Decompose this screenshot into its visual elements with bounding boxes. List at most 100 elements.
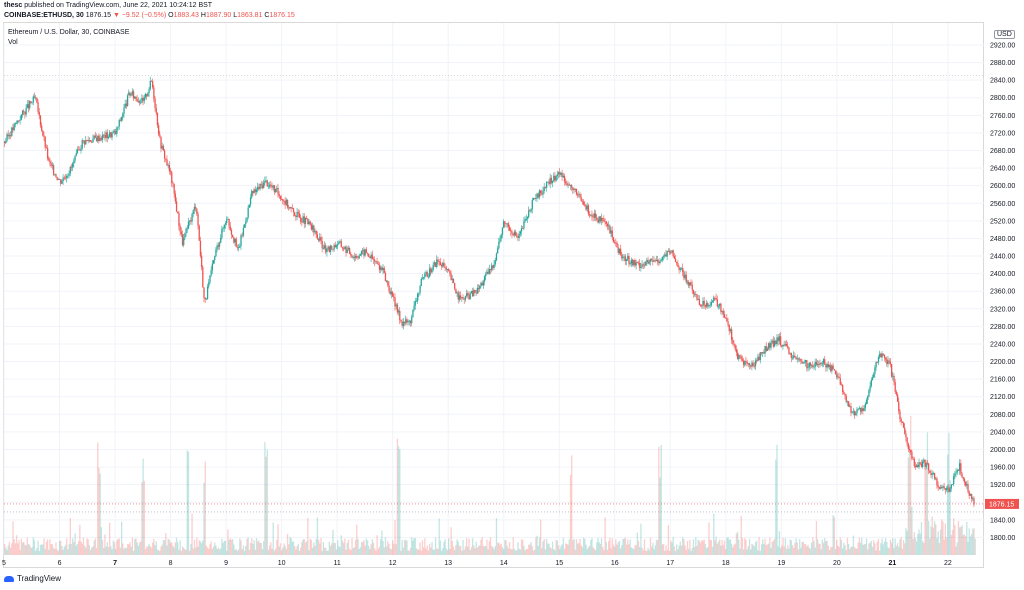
candle-body: [320, 237, 322, 241]
candle-body: [14, 122, 17, 125]
candle-body: [578, 194, 580, 196]
candle-body: [228, 218, 230, 227]
volume-bar: [847, 543, 850, 555]
volume-bar: [802, 541, 804, 555]
volume-bar: [54, 549, 56, 555]
volume-bar: [284, 545, 286, 555]
candle-body: [41, 125, 43, 131]
candle-body: [514, 231, 517, 236]
currency-label[interactable]: USD: [994, 30, 1015, 39]
candle-body: [197, 213, 199, 226]
volume-bar: [715, 536, 717, 555]
candle-body: [30, 101, 32, 103]
volume-bar: [816, 539, 819, 555]
candle-body: [292, 208, 295, 213]
volume-bar: [876, 541, 878, 555]
volume-bar: [745, 539, 747, 555]
volume-bar: [667, 525, 670, 555]
candle-body: [382, 268, 384, 271]
candle-body: [766, 348, 769, 351]
candle-body: [642, 264, 644, 266]
candle-body: [430, 268, 432, 273]
volume-bar: [452, 546, 455, 555]
volume-bar: [411, 537, 413, 555]
candle-body: [421, 277, 424, 279]
volume-bar: [759, 550, 761, 555]
candle-body: [907, 443, 909, 449]
candle-body: [794, 355, 796, 358]
volume-bar: [916, 541, 918, 555]
candle-body: [960, 463, 962, 474]
volume-bar: [451, 540, 453, 555]
y-tick-label: 2520.00: [990, 218, 1015, 225]
volume-bar: [933, 521, 936, 555]
candle-body: [846, 401, 849, 403]
candle-body: [413, 305, 415, 310]
volume-bar: [516, 550, 518, 555]
volume-bar: [886, 541, 888, 555]
candle-body: [376, 261, 378, 264]
volume-bar: [314, 546, 316, 555]
volume-bar: [332, 529, 334, 555]
volume-bar: [476, 547, 479, 555]
candle-body: [456, 292, 458, 294]
candle-body: [772, 340, 775, 347]
volume-bar: [497, 542, 499, 555]
candle-body: [806, 360, 808, 369]
volume-bar: [710, 540, 713, 555]
candle-body: [432, 264, 434, 270]
candle-body: [67, 175, 69, 177]
symbol-label[interactable]: COINBASE:ETHUSD, 30: [4, 12, 84, 19]
volume-bar: [24, 544, 26, 555]
x-tick-label: 21: [888, 560, 896, 567]
volume-bar: [857, 542, 859, 555]
candle-body: [439, 262, 442, 265]
candle-body: [512, 234, 514, 236]
candle-body: [843, 391, 845, 394]
candle-body: [939, 487, 942, 489]
volume-bar: [42, 544, 44, 555]
volume-bar: [111, 549, 113, 555]
candle-body: [247, 207, 249, 218]
volume-bar: [683, 539, 685, 555]
candle-body: [406, 319, 408, 323]
volume-bar: [631, 548, 634, 555]
volume-bar: [900, 537, 902, 555]
volume-bar: [701, 539, 703, 555]
volume-bar: [522, 539, 524, 555]
volume-bar: [634, 545, 636, 555]
legend-title[interactable]: Ethereum / U.S. Dollar, 30, COINBASE: [8, 29, 130, 36]
volume-bar: [80, 541, 82, 555]
volume-bar: [205, 545, 208, 555]
candle-body: [682, 267, 684, 273]
tradingview-logo: TradingView: [4, 574, 61, 583]
candle-body: [612, 237, 615, 243]
volume-label[interactable]: Vol: [8, 39, 18, 46]
volume-bar: [784, 538, 787, 555]
volume-bar: [302, 539, 304, 555]
volume-bar: [800, 547, 802, 555]
volume-bar: [733, 544, 735, 555]
volume-bar: [438, 518, 440, 555]
volume-bar: [796, 542, 798, 555]
volume-bar: [64, 544, 67, 555]
volume-bar: [448, 538, 450, 555]
volume-bar: [874, 543, 876, 555]
candle-body: [29, 101, 31, 109]
candle-body: [705, 302, 708, 307]
candle-body: [183, 237, 185, 246]
volume-bar: [347, 539, 350, 555]
volume-bar: [845, 550, 847, 555]
candle-body: [580, 197, 582, 202]
candle-body: [874, 367, 876, 375]
volume-bar: [849, 548, 851, 555]
candle-body: [784, 344, 787, 346]
candle-body: [875, 362, 877, 368]
candle-body: [685, 274, 687, 283]
candle-body: [329, 245, 332, 252]
candle-body: [190, 220, 192, 222]
volume-bar: [354, 540, 357, 555]
publisher-name[interactable]: thesc: [4, 2, 23, 9]
candle-body: [799, 358, 801, 360]
